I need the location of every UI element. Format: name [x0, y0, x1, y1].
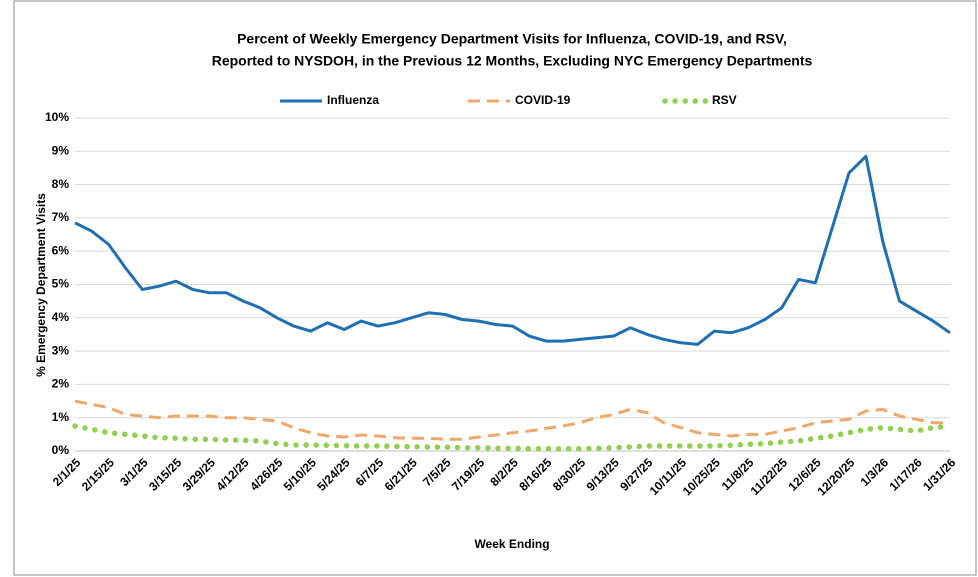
chart-frame [13, 0, 977, 576]
legend-label: COVID-19 [515, 93, 571, 107]
legend-label: Influenza [327, 93, 379, 107]
series-line [74, 399, 950, 441]
y-tick-label: 4% [52, 310, 70, 324]
y-tick-label: 9% [52, 143, 70, 157]
y-tick-label: 8% [52, 177, 70, 191]
y-tick-label: 3% [52, 343, 70, 357]
y-tick-label: 6% [52, 243, 70, 257]
y-tick-label: 5% [52, 277, 70, 291]
y-tick-label: 7% [52, 210, 70, 224]
y-tick-label: 10% [45, 110, 69, 124]
chart-title: Reported to NYSDOH, in the Previous 12 M… [212, 53, 813, 69]
x-axis-label: Week Ending [474, 537, 549, 551]
legend-label: RSV [712, 93, 737, 107]
y-tick-label: 2% [52, 377, 70, 391]
y-tick-label: 1% [52, 410, 70, 424]
chart-title: Percent of Weekly Emergency Department V… [237, 31, 787, 47]
y-tick-label: 0% [52, 443, 70, 457]
y-axis-label: % Emergency Department Visits [34, 193, 48, 377]
series-line [74, 154, 951, 346]
